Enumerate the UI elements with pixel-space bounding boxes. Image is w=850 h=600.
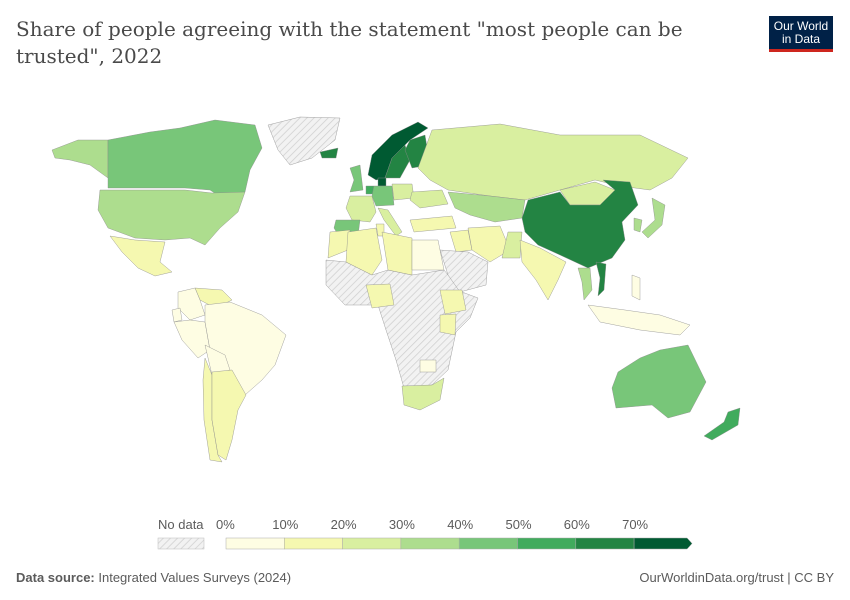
country-denmark[interactable] xyxy=(377,177,387,187)
country-turkey[interactable] xyxy=(409,215,457,233)
country-alaska-us[interactable] xyxy=(51,139,109,179)
country-argentina[interactable] xyxy=(211,369,247,461)
legend-bin xyxy=(284,537,343,550)
legend-bin xyxy=(575,537,635,550)
world-map xyxy=(51,116,741,463)
owid-logo[interactable]: Our World in Data xyxy=(769,16,833,52)
country-iceland[interactable] xyxy=(319,147,339,159)
legend-bin xyxy=(633,537,693,550)
country-iraq[interactable] xyxy=(449,229,473,253)
country-pakistan[interactable] xyxy=(501,231,523,259)
legend-bin xyxy=(458,537,518,550)
legend-bin xyxy=(225,537,285,550)
country-canada[interactable] xyxy=(107,119,263,201)
country-philippines[interactable] xyxy=(631,274,641,301)
country-indonesia[interactable] xyxy=(587,304,691,336)
country-japan[interactable] xyxy=(641,197,666,239)
data-source-text: Integrated Values Surveys (2024) xyxy=(98,570,292,585)
country-germany[interactable] xyxy=(371,185,395,207)
country-vietnam[interactable] xyxy=(595,261,607,297)
legend-tick-label: 70% xyxy=(622,517,648,532)
legend-no-data-swatch xyxy=(157,537,205,550)
country-brazil[interactable] xyxy=(204,301,287,396)
country-egypt[interactable] xyxy=(411,239,445,271)
legend-tick-label: 60% xyxy=(564,517,590,532)
country-new-zealand[interactable] xyxy=(703,407,741,441)
country-greenland[interactable] xyxy=(267,116,341,166)
country-nigeria[interactable] xyxy=(365,283,395,309)
country-peru[interactable] xyxy=(173,319,211,359)
source-link[interactable]: OurWorldinData.org/trust | CC BY xyxy=(639,570,834,585)
country-kenya[interactable] xyxy=(439,313,457,336)
country-kazakhstan[interactable] xyxy=(447,191,526,223)
country-zimbabwe[interactable] xyxy=(419,359,437,373)
legend-bin xyxy=(400,537,460,550)
country-india[interactable] xyxy=(519,239,567,301)
legend-tick-label: 30% xyxy=(389,517,415,532)
legend-tick-label: 20% xyxy=(331,517,357,532)
country-united-states[interactable] xyxy=(97,189,246,246)
country-mexico[interactable] xyxy=(109,235,173,277)
legend-tick-label: 10% xyxy=(272,517,298,532)
data-source-label: Data source: xyxy=(16,570,95,585)
legend-bin xyxy=(517,537,577,550)
legend-tick-label: 50% xyxy=(506,517,532,532)
country-libya[interactable] xyxy=(381,231,413,276)
page-title: Share of people agreeing with the statem… xyxy=(16,17,683,68)
data-source: Data source: Integrated Values Surveys (… xyxy=(16,570,291,585)
country-italy[interactable] xyxy=(377,207,403,237)
country-iran[interactable] xyxy=(467,225,511,263)
country-saudi-arabia[interactable] xyxy=(439,249,489,293)
legend-no-data-label: No data xyxy=(158,517,204,532)
country-russia[interactable] xyxy=(417,123,689,201)
legend-tick-label: 40% xyxy=(447,517,473,532)
country-thailand[interactable] xyxy=(577,267,593,301)
country-united-kingdom[interactable] xyxy=(349,164,364,193)
country-ethiopia[interactable] xyxy=(439,289,467,315)
country-ukraine[interactable] xyxy=(409,189,449,209)
country-france[interactable] xyxy=(345,195,377,223)
legend-bin xyxy=(342,537,402,550)
legend-tick-label: 0% xyxy=(216,517,235,532)
country-south-korea[interactable] xyxy=(633,217,643,233)
country-ecuador[interactable] xyxy=(171,307,183,323)
country-algeria[interactable] xyxy=(345,227,383,276)
country-australia[interactable] xyxy=(611,344,707,419)
country-china[interactable] xyxy=(521,179,639,269)
country-south-africa[interactable] xyxy=(401,377,445,411)
legend: No data 0% 10% 20% 30% 40% 50% 60% 70% xyxy=(157,517,693,550)
